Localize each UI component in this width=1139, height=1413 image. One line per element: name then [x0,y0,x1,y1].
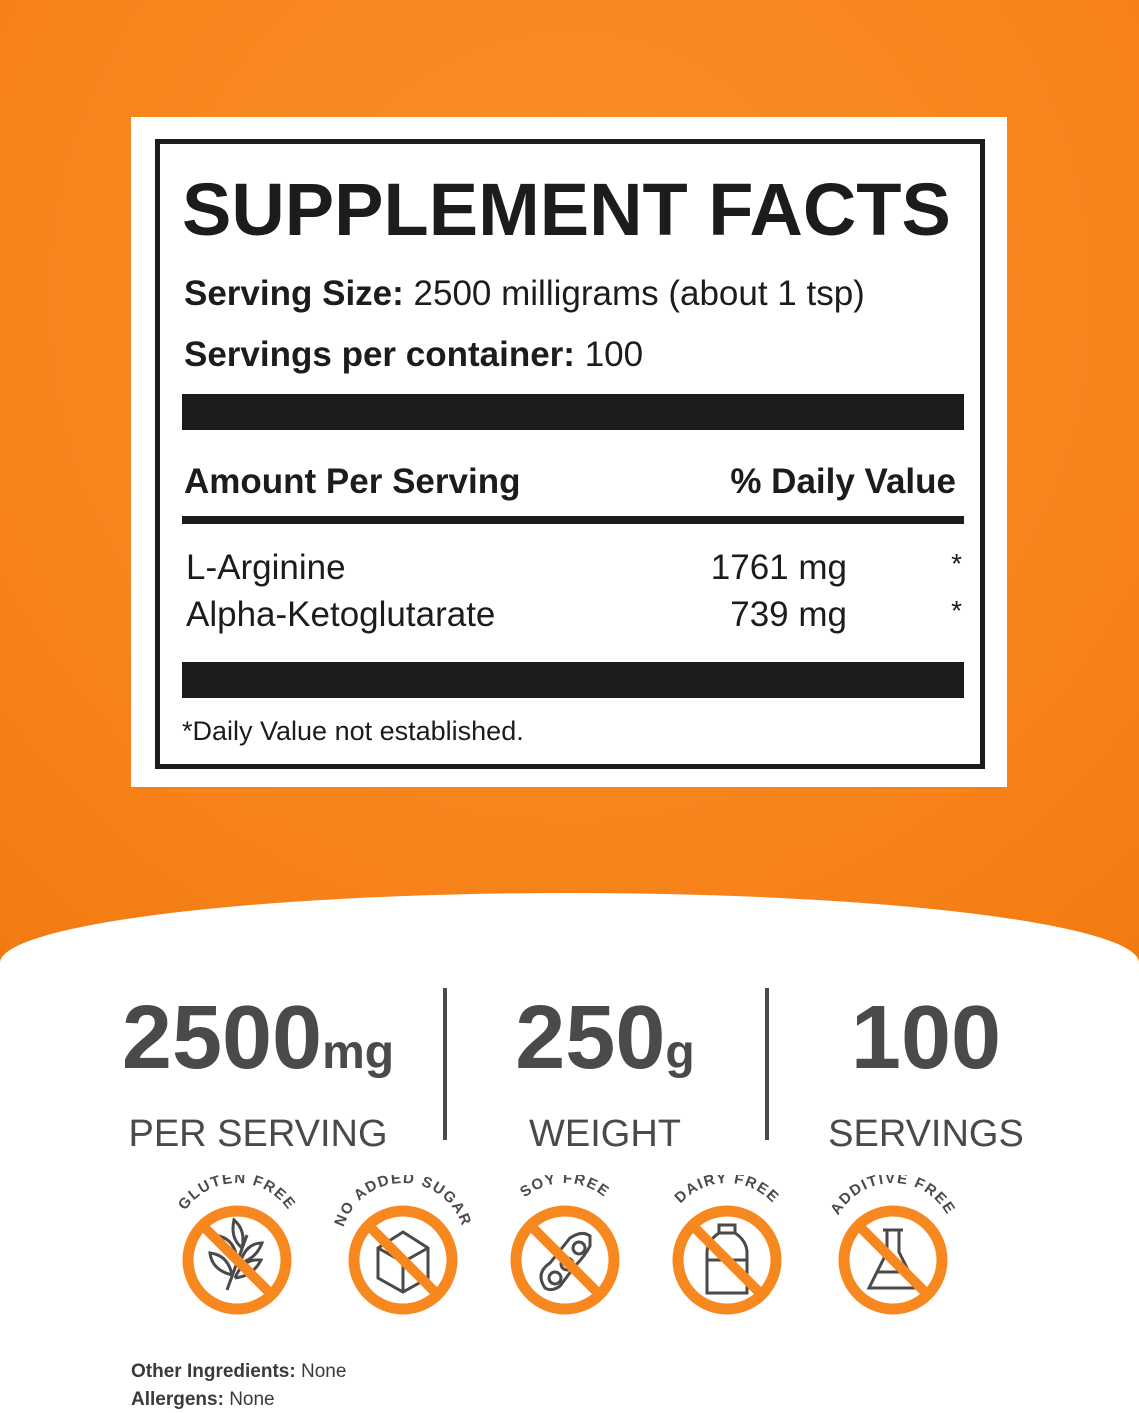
supplement-facts-panel: SUPPLEMENT FACTS Serving Size: 2500 mill… [131,117,1007,787]
prohibition-circle [510,1205,620,1315]
nutrient-dv: * [951,548,962,579]
white-curve [0,893,1139,1413]
facts-title: SUPPLEMENT FACTS [182,168,951,251]
nutrient-dv: * [951,595,962,626]
stat-weight: 250g WEIGHT [455,990,755,1159]
other-ingredients: Other Ingredients: None [131,1361,347,1382]
stat-value: 100 [850,988,1002,1088]
badge-label: DAIRY FREE [671,1175,782,1207]
prohibition-slash [688,1221,766,1299]
dv-header: % Daily Value [730,462,956,501]
badge-label: SOY FREE [517,1175,613,1201]
nutrient-name: Alpha-Ketoglutarate [186,595,496,634]
stat-servings: 100 SERVINGS [776,990,1076,1159]
nutrient-row: L-Arginine 1761 mg * [186,548,962,594]
servings-per-container: Servings per container: 100 [184,335,643,375]
stat-label: PER SERVING [128,1113,388,1155]
nutrient-amount: 739 mg [730,595,847,634]
stat-label: WEIGHT [529,1113,681,1155]
prohibition-slash [198,1221,276,1299]
serving-size-label: Serving Size: [184,274,404,313]
badge-dairy-free: DAIRY FREE [652,1170,802,1325]
serving-size: Serving Size: 2500 milligrams (about 1 t… [184,274,865,314]
badge-additive-free: ADDITIVE FREE [818,1170,968,1325]
stat-per-serving: 2500mg PER SERVING [108,990,408,1159]
prohibition-circle [348,1205,458,1315]
prohibition-slash [364,1221,442,1299]
prohibition-circle [838,1205,948,1315]
stat-divider [443,988,447,1140]
prohibition-circle [182,1205,292,1315]
thick-divider [182,662,964,698]
stat-value: 2500mg [121,988,395,1088]
prohibition-slash [854,1221,932,1299]
nutrient-name: L-Arginine [186,548,346,587]
servings-value: 100 [584,335,644,374]
nutrient-row: Alpha-Ketoglutarate 739 mg * [186,595,962,641]
facts-border: SUPPLEMENT FACTS Serving Size: 2500 mill… [155,139,985,769]
allergens: Allergens: None [131,1389,275,1410]
stat-value: 250g [515,988,695,1088]
nutrient-amount: 1761 mg [710,548,847,587]
amount-header: Amount Per Serving [184,462,521,501]
footnote: *Daily Value not established. [182,716,524,746]
badge-gluten-free: GLUTEN FREE [162,1170,312,1325]
prohibition-slash [526,1221,604,1299]
badge-no-added-sugar: NO ADDED SUGAR [328,1170,478,1325]
stat-divider [765,988,769,1140]
serving-size-value: 2500 milligrams (about 1 tsp) [413,274,865,313]
thick-divider [182,394,964,430]
badge-label: NO ADDED SUGAR [331,1175,475,1229]
prohibition-circle [672,1205,782,1315]
servings-label: Servings per container: [184,335,575,374]
badge-soy-free: SOY FREE [490,1170,640,1325]
soybean-icon [539,1231,592,1292]
divider [182,516,964,524]
stat-label: SERVINGS [828,1113,1024,1155]
